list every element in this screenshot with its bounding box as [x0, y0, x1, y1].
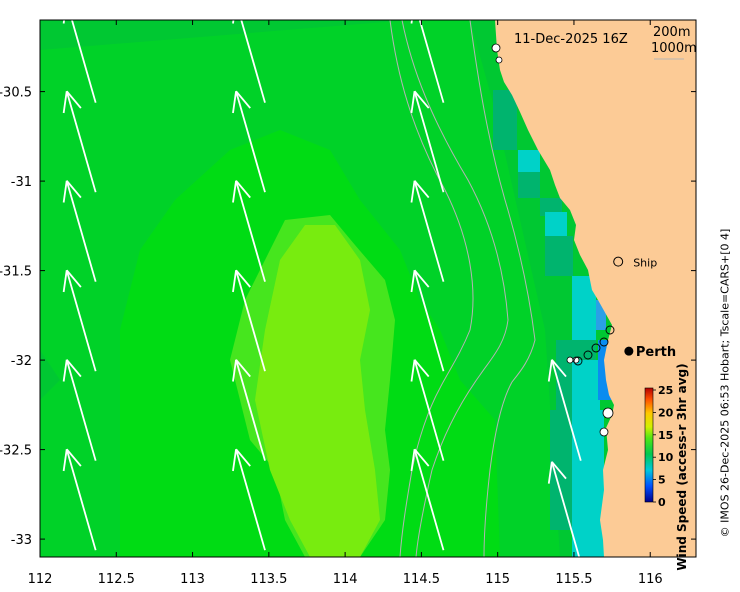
wind-arrow	[547, 461, 581, 557]
island	[602, 407, 614, 419]
coast-marker	[573, 356, 583, 366]
colorbar-tick-label: 0	[658, 496, 666, 509]
place-marker	[613, 256, 624, 267]
colorbar-label: Wind Speed (access-r 3hr avg)	[675, 363, 689, 571]
wind-arrow	[410, 90, 445, 193]
depth-legend-200m: 200m	[653, 25, 690, 40]
wind-cell	[572, 300, 596, 340]
wind-cell	[545, 236, 573, 276]
timestamp-label: 11-Dec-2025 16Z	[514, 32, 628, 47]
y-tick-label: -31.5	[0, 265, 32, 280]
colorbar	[644, 387, 654, 503]
wind-arrow	[62, 180, 97, 282]
wind-cell	[596, 300, 606, 330]
y-tick-label: -30.5	[0, 86, 32, 101]
x-tick-label: 115.5	[555, 572, 592, 587]
colorbar-ticks: 25 20 15 10 5 0	[653, 384, 674, 509]
place-marker	[624, 346, 634, 356]
coast-marker	[591, 343, 601, 353]
place-perth: Perth	[624, 345, 676, 360]
colorbar-tick-label: 15	[658, 429, 673, 442]
wind-arrow	[62, 448, 97, 551]
x-tick-label: 113	[180, 572, 205, 587]
plot-frame	[39, 19, 697, 558]
wind-arrow	[62, 20, 97, 103]
coast-marker	[583, 350, 593, 360]
wind-arrow	[62, 90, 97, 193]
island	[599, 427, 609, 437]
place-ship: Ship	[613, 256, 657, 270]
colorbar-tick-label: 20	[658, 406, 674, 419]
x-tick-label: 115	[485, 572, 510, 587]
place-markers: Ship Perth	[573, 256, 676, 366]
wind-cell	[572, 470, 604, 557]
wind-arrow	[232, 269, 266, 372]
wind-arrow	[410, 269, 445, 372]
x-tick-label: 114	[333, 572, 358, 587]
isobath-shelf	[469, 20, 536, 557]
x-tick-label: 113.5	[250, 572, 287, 587]
x-tick-label: 112	[28, 572, 53, 587]
credit-label: © IMOS 26-Dec-2025 06:53 Hobart; Tscale=…	[718, 228, 732, 538]
y-tick-label: -33	[11, 533, 32, 548]
wind-arrow	[62, 269, 97, 372]
wind-arrow	[410, 20, 445, 103]
wind-cell	[518, 172, 540, 198]
depth-legend-1000m: 1000m	[651, 41, 697, 56]
island	[566, 356, 574, 364]
wind-arrow	[410, 180, 445, 282]
colorbar-tick-label: 25	[658, 384, 673, 397]
colorbar-tick-label: 5	[658, 474, 666, 487]
island	[491, 43, 501, 53]
wind-arrow	[232, 90, 266, 193]
wind-arrow	[410, 448, 445, 551]
island	[495, 56, 503, 64]
isobath-200m	[401, 20, 509, 557]
coast-marker	[599, 337, 609, 347]
wind-arrow	[232, 20, 266, 103]
wind-cell	[518, 150, 540, 172]
wind-cell	[545, 212, 567, 236]
wind-arrow	[232, 359, 266, 461]
place-label: Ship	[633, 257, 657, 270]
coast-marker	[605, 325, 615, 335]
x-tick-label: 116	[638, 572, 663, 587]
wind-cell	[255, 225, 380, 557]
wind-arrow	[62, 359, 97, 461]
place-label: Perth	[636, 345, 676, 360]
wind-arrow	[547, 359, 582, 461]
wind-arrow	[232, 180, 266, 282]
x-tick-label: 112.5	[98, 572, 135, 587]
wind-cell	[572, 360, 600, 410]
axis-ticks: 112 112.5 113 113.5 114 114.5 115 115.5 116 -30.5…	[0, 20, 696, 587]
x-tick-label: 114.5	[403, 572, 440, 587]
wind-arrows	[62, 20, 582, 557]
wind-arrow	[410, 359, 445, 461]
wind-arrow	[232, 448, 266, 551]
colorbar-tick-label: 10	[658, 451, 674, 464]
y-tick-label: -32.5	[0, 444, 32, 459]
wind-cell	[540, 198, 562, 216]
wind-cell	[493, 112, 517, 150]
y-tick-label: -32	[11, 354, 32, 369]
y-tick-label: -31	[11, 175, 32, 190]
wind-cell	[493, 90, 517, 112]
coast-islands	[491, 43, 614, 437]
wind-cell	[572, 410, 604, 470]
